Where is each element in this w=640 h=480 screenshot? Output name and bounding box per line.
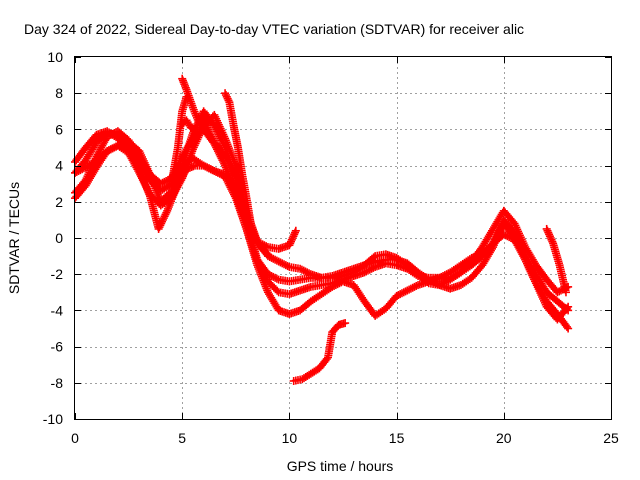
data-point [564,324,573,333]
data-point [564,302,573,311]
data-points [71,74,573,385]
grid-lines [75,57,611,419]
